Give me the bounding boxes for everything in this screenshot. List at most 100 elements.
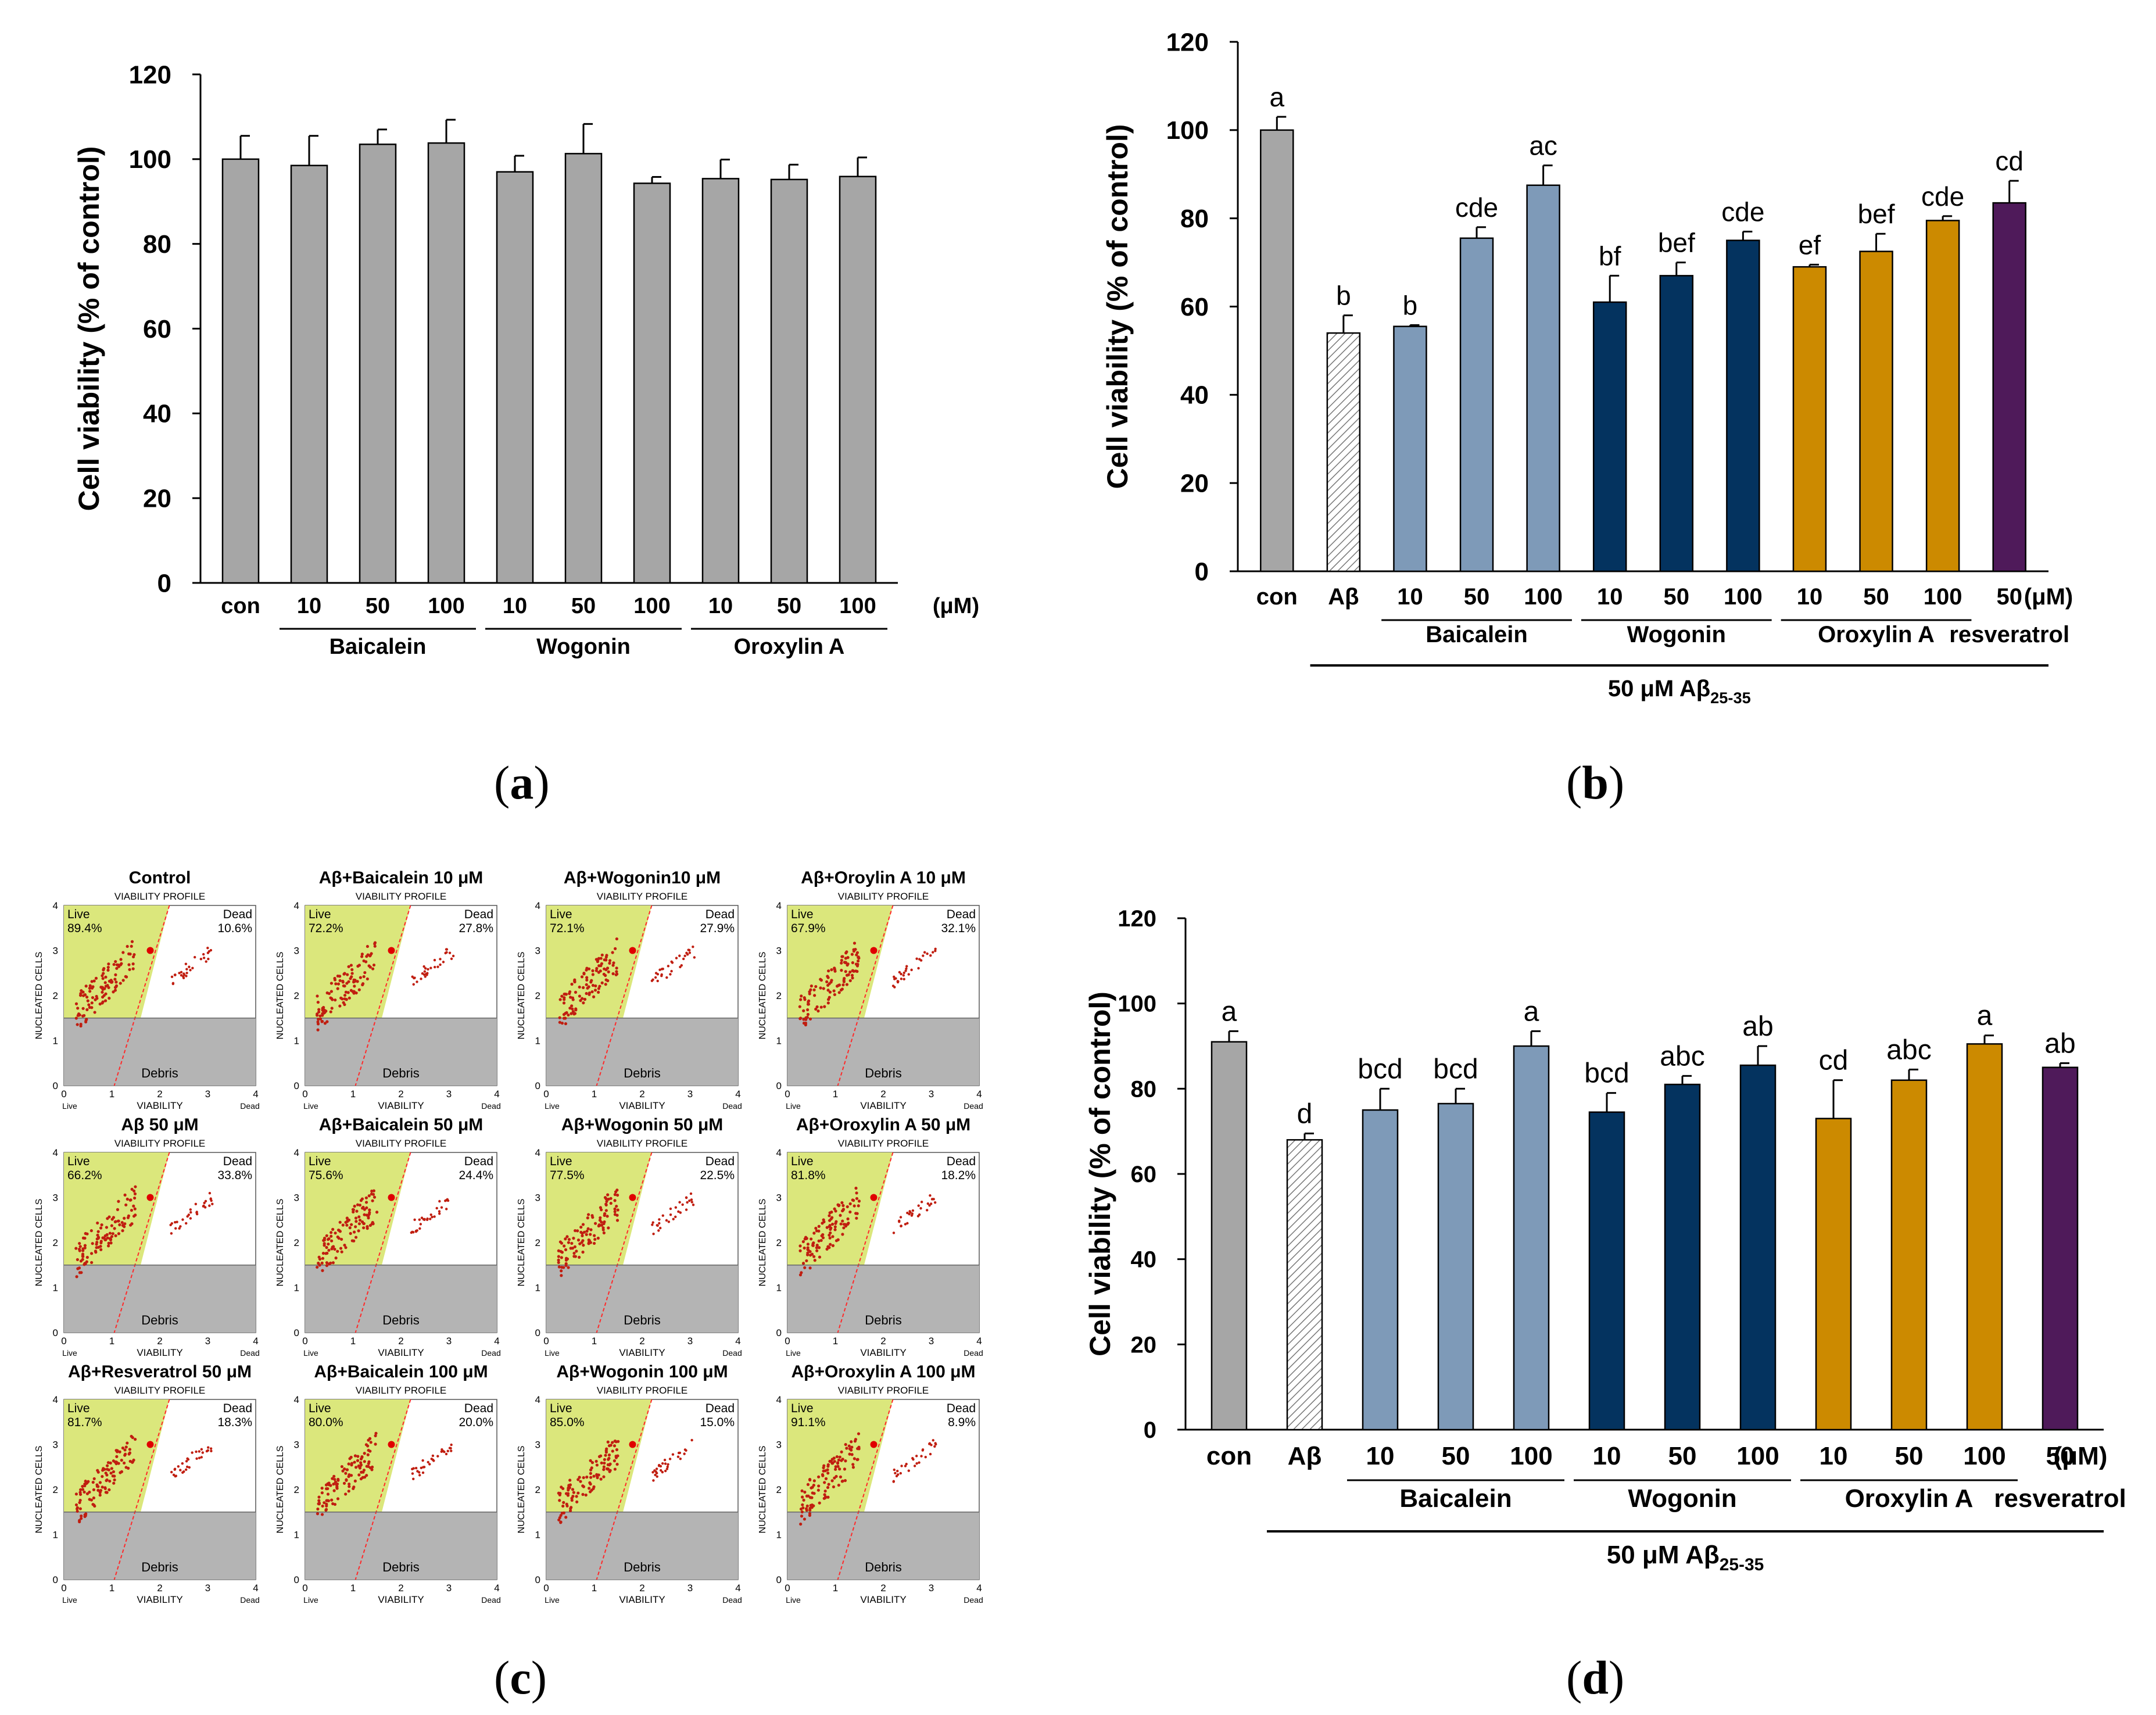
significance-letter: bcd (1584, 1058, 1629, 1089)
live-event (325, 1261, 329, 1265)
debris-gate (787, 1265, 979, 1333)
live-event (104, 984, 108, 988)
live-event (345, 1478, 348, 1481)
dead-event (438, 1200, 441, 1203)
live-event (805, 1253, 810, 1256)
live-event (562, 1001, 566, 1005)
live-event (130, 1434, 133, 1438)
bar (359, 144, 397, 584)
y-tick-label: 1 (776, 1036, 782, 1047)
dead-event (194, 1202, 198, 1205)
live-event (567, 1241, 571, 1244)
dead-event (660, 968, 664, 971)
live-event (76, 1258, 79, 1262)
dead-event (418, 1474, 421, 1477)
live-event (116, 1449, 119, 1452)
live-event (350, 1239, 354, 1243)
live-event (805, 1494, 809, 1498)
live-event (558, 1516, 561, 1520)
live-event (840, 969, 843, 972)
live-event (337, 1237, 341, 1240)
dead-event (907, 973, 910, 976)
x-tick-label: 1 (833, 1089, 838, 1100)
dead-event (932, 951, 934, 954)
live-event (837, 984, 840, 987)
live-event (570, 1506, 573, 1509)
live-event (813, 1259, 816, 1262)
live-event (557, 1265, 561, 1269)
live-event (354, 1220, 358, 1223)
live-event (74, 1492, 78, 1496)
live-event (575, 1500, 579, 1503)
x-tick-label: 100 (839, 594, 876, 618)
significance-letter: a (1977, 1001, 1993, 1032)
live-event (844, 951, 848, 955)
live-event (602, 972, 606, 976)
live-event (816, 1009, 820, 1013)
dead-event (934, 949, 937, 953)
live-event (363, 971, 367, 975)
dead-event (678, 954, 681, 957)
live-event (330, 1239, 334, 1243)
flow-plot-subtitle: VIABILITY PROFILE (597, 1385, 688, 1396)
live-event (568, 1007, 572, 1010)
live-event (573, 1012, 577, 1015)
live-event (828, 1246, 831, 1249)
live-event (74, 1016, 78, 1020)
live-event (855, 969, 859, 973)
debris-label: Debris (624, 1560, 661, 1574)
live-event (602, 1222, 606, 1226)
live-event (76, 1267, 80, 1270)
viability-threshold (113, 1152, 170, 1333)
live-event (105, 1478, 109, 1482)
live-event (127, 963, 131, 966)
live-event (90, 1252, 94, 1255)
live-event (574, 1007, 578, 1011)
live-event (848, 1447, 851, 1451)
debris-gate (305, 1512, 497, 1580)
live-event (576, 1478, 580, 1481)
bar (1815, 1118, 1852, 1431)
live-percent: 89.4% (67, 922, 102, 935)
live-event (801, 1262, 805, 1265)
significance-letter: b (1403, 290, 1418, 320)
live-event (799, 1522, 803, 1526)
dead-event (686, 1201, 689, 1204)
x-tick-label: 50 (1996, 584, 2022, 610)
x-right-label: Dead (481, 1101, 500, 1111)
live-event (363, 1452, 366, 1455)
live-event (616, 1208, 619, 1212)
live-event (592, 995, 596, 998)
live-event (78, 1507, 82, 1510)
live-event (348, 1483, 351, 1486)
live-event (90, 980, 94, 983)
x-tick-label: 3 (687, 1089, 693, 1100)
live-event (848, 1202, 852, 1205)
debris-label: Debris (865, 1560, 902, 1574)
live-event (579, 999, 582, 1002)
live-event (79, 1488, 83, 1491)
live-event (108, 1479, 112, 1483)
x-axis-label: VIABILITY (137, 1100, 182, 1111)
live-event (336, 974, 339, 978)
live-event (109, 1461, 112, 1465)
dead-event (900, 978, 903, 980)
live-event (356, 1203, 360, 1206)
live-event (841, 1479, 844, 1483)
live-event (560, 994, 564, 998)
live-event (568, 992, 571, 996)
live-event (817, 1239, 821, 1243)
live-event (352, 990, 356, 993)
y-tick-label: 3 (53, 946, 58, 957)
live-event (84, 1231, 87, 1236)
dead-event (679, 965, 682, 969)
live-event (357, 1473, 361, 1477)
live-event (591, 973, 594, 976)
x-tick-label: 50 (1668, 1442, 1697, 1470)
dead-event (436, 1455, 439, 1458)
live-event (107, 1241, 110, 1245)
live-label: Live (791, 1402, 814, 1415)
live-event (375, 1211, 379, 1214)
x-tick-label: 50 (1895, 1442, 1924, 1470)
dead-percent: 22.5% (700, 1169, 735, 1182)
